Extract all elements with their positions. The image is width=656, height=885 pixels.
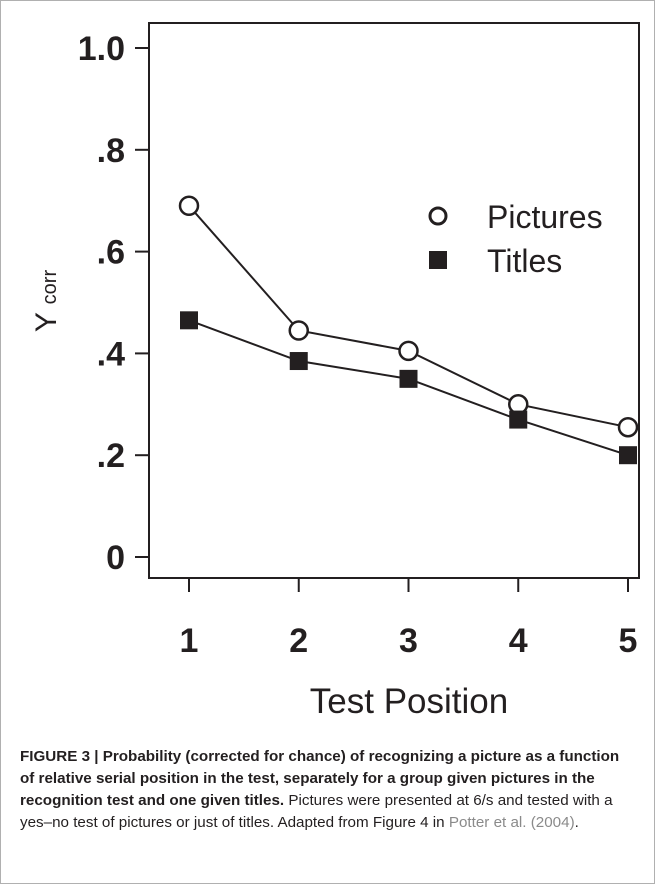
x-tick-label: 4 <box>509 622 528 660</box>
caption-body: Pictures were presented at 6/s and teste… <box>20 792 613 831</box>
legend-label-pictures: Pictures <box>487 199 603 235</box>
x-axis-label: Test Position <box>310 682 508 721</box>
chart-marks <box>178 195 639 465</box>
y-axis-label: Y corr <box>30 270 63 333</box>
y-tick-label: .4 <box>97 335 125 373</box>
legend-marker-titles <box>429 251 447 269</box>
series-line-pictures <box>188 205 629 429</box>
y-tick-label: 0 <box>106 539 125 577</box>
y-axis-label-main: Y <box>30 304 63 332</box>
legend-marker-pictures <box>428 206 448 226</box>
plot-frame <box>148 22 640 579</box>
y-tick-label: 1.0 <box>78 30 125 68</box>
point-titles <box>619 446 637 465</box>
x-tick-label: 2 <box>289 622 308 660</box>
chart-axes: 0 .2 .4 .6 .8 1.0 1 2 3 4 5 Test Position Y corr <box>30 22 640 721</box>
caption-end: . <box>574 814 579 831</box>
point-pictures <box>178 195 200 217</box>
x-tick-label: 3 <box>399 622 418 660</box>
caption-reference-link[interactable]: Potter et al. (2004) <box>448 814 575 831</box>
y-tick-label: .8 <box>97 132 125 170</box>
figure-caption: FIGURE 3 | Probability (corrected for ch… <box>20 746 635 834</box>
point-pictures <box>288 320 309 341</box>
point-pictures <box>398 340 419 362</box>
legend-label-titles: Titles <box>487 243 562 279</box>
x-tick-label: 1 <box>180 622 199 660</box>
y-tick-label: .2 <box>97 437 125 475</box>
y-axis-label-sub: corr <box>39 270 61 305</box>
point-titles <box>289 352 308 371</box>
point-pictures <box>617 416 639 438</box>
y-tick-label: .6 <box>97 234 125 272</box>
chart-legend: Pictures Titles <box>428 199 603 279</box>
x-tick-label: 5 <box>619 622 638 660</box>
point-titles <box>509 410 528 429</box>
line-chart: 0 .2 .4 .6 .8 1.0 1 2 3 4 5 Test Position Y corr Pic… <box>30 22 640 721</box>
point-titles <box>399 369 418 388</box>
caption-title: FIGURE 3 | Probability (corrected for ch… <box>20 748 620 809</box>
point-titles <box>180 311 198 330</box>
